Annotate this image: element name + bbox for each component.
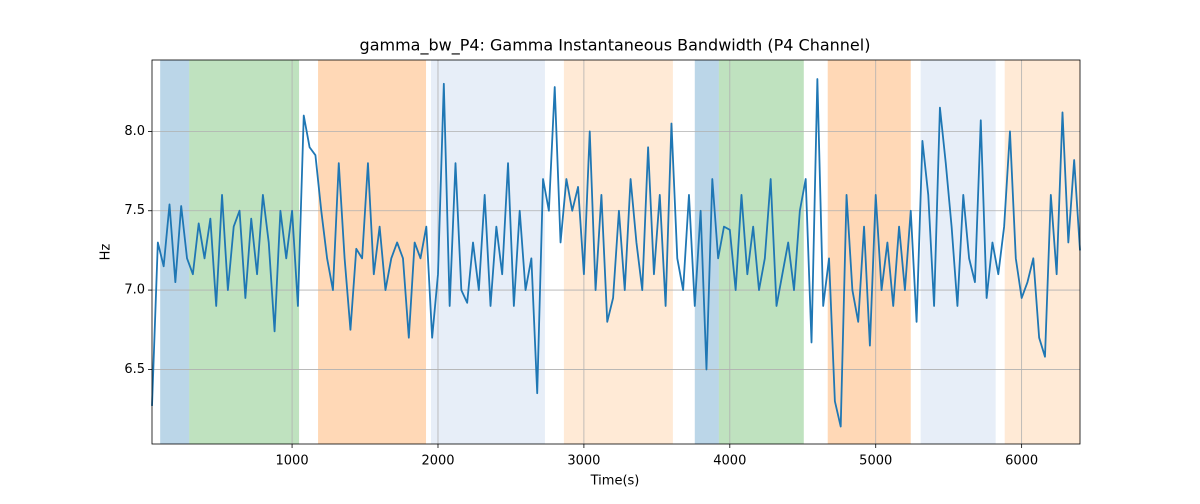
shaded-span — [920, 60, 996, 444]
x-tick-label: 4000 — [713, 454, 746, 469]
y-tick-label: 6.5 — [124, 362, 145, 377]
data-line — [151, 78, 1081, 428]
shaded-span — [189, 60, 300, 444]
shaded-span — [827, 60, 911, 444]
x-tick-label: 6000 — [1005, 454, 1038, 469]
y-tick-label: 7.0 — [124, 283, 145, 298]
plot-frame — [151, 59, 1081, 445]
x-tick-label: 1000 — [276, 454, 309, 469]
shaded-span — [563, 60, 673, 444]
x-tick-label: 2000 — [421, 454, 454, 469]
x-tick-label: 5000 — [859, 454, 892, 469]
y-axis-label: Hz — [99, 244, 114, 261]
chart-title: gamma_bw_P4: Gamma Instantaneous Bandwid… — [360, 36, 871, 56]
x-tick-label: 3000 — [567, 454, 600, 469]
y-tick-label: 7.5 — [124, 203, 145, 218]
x-axis-label: Time(s) — [590, 474, 640, 489]
y-tick-label: 8.0 — [124, 124, 145, 139]
shaded-span — [1004, 60, 1080, 444]
